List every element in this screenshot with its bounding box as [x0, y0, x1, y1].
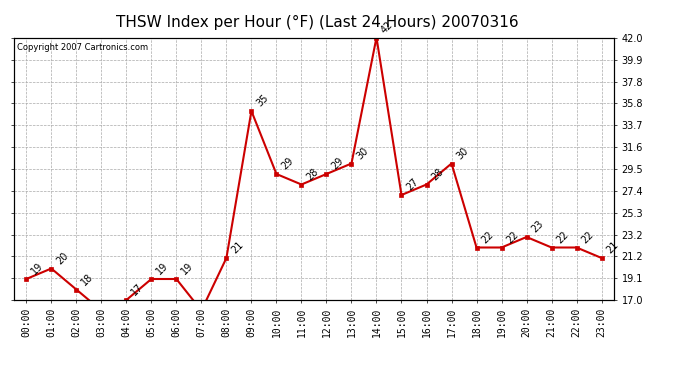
- Text: 30: 30: [354, 146, 370, 161]
- Text: 23: 23: [529, 219, 545, 235]
- Text: 22: 22: [580, 230, 595, 245]
- Text: Copyright 2007 Cartronics.com: Copyright 2007 Cartronics.com: [17, 43, 148, 52]
- Text: 19: 19: [179, 261, 195, 277]
- Text: 19: 19: [29, 261, 45, 277]
- Text: 28: 28: [429, 166, 445, 182]
- Text: 27: 27: [404, 177, 420, 193]
- Text: 22: 22: [480, 230, 495, 245]
- Text: 16: 16: [0, 374, 1, 375]
- Text: 42: 42: [380, 20, 395, 35]
- Text: 29: 29: [279, 156, 295, 172]
- Text: 20: 20: [54, 251, 70, 266]
- Text: 21: 21: [229, 240, 245, 256]
- Text: 16: 16: [0, 374, 1, 375]
- Text: 17: 17: [129, 282, 145, 298]
- Text: 30: 30: [454, 146, 470, 161]
- Text: 18: 18: [79, 272, 95, 287]
- Text: 22: 22: [504, 230, 520, 245]
- Text: 22: 22: [554, 230, 570, 245]
- Text: 35: 35: [254, 93, 270, 109]
- Text: 21: 21: [604, 240, 620, 256]
- Text: 19: 19: [154, 261, 170, 277]
- Text: 28: 28: [304, 166, 320, 182]
- Text: THSW Index per Hour (°F) (Last 24 Hours) 20070316: THSW Index per Hour (°F) (Last 24 Hours)…: [116, 15, 519, 30]
- Text: 29: 29: [329, 156, 345, 172]
